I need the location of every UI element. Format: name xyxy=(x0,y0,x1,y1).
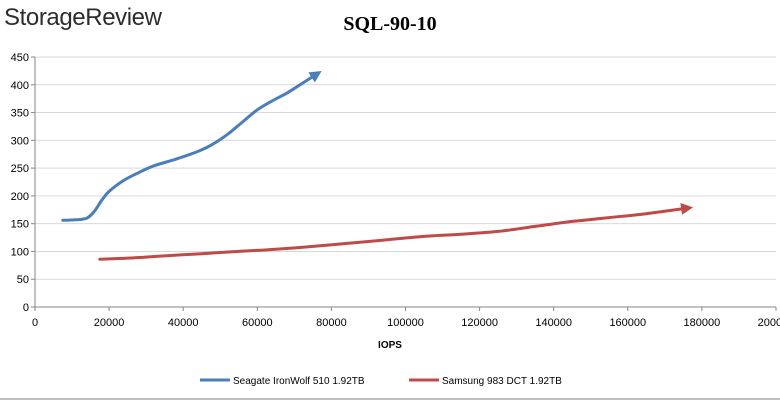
series-line-seagate-ironwolf xyxy=(61,70,322,222)
y-tick-label: 100 xyxy=(11,246,29,258)
y-tick-label: 50 xyxy=(17,274,29,286)
x-tick-label: 0 xyxy=(32,317,38,329)
x-tick-label: 140000 xyxy=(535,317,572,329)
x-tick-label: 80000 xyxy=(316,317,347,329)
storagereview-logo: StorageReview xyxy=(4,4,162,31)
y-tick-label: 150 xyxy=(11,219,29,231)
bottom-divider xyxy=(0,398,780,400)
y-tick-label: 450 xyxy=(11,52,29,64)
x-tick-label: 160000 xyxy=(609,317,646,329)
x-tick-label: 200000 xyxy=(758,317,780,329)
series-line-samsung-983-dct xyxy=(98,202,694,261)
legend-label: Samsung 983 DCT 1.92TB xyxy=(442,376,562,387)
y-tick-label: 300 xyxy=(11,135,29,147)
y-tick-label: 200 xyxy=(11,191,29,203)
y-tick-label: 0 xyxy=(23,302,29,314)
chart-title: SQL-90-10 xyxy=(343,13,437,35)
x-tick-label: 100000 xyxy=(387,317,424,329)
y-tick-label: 350 xyxy=(11,108,29,120)
x-tick-label: 180000 xyxy=(684,317,721,329)
y-tick-label: 400 xyxy=(11,80,29,92)
legend-label: Seagate IronWolf 510 1.92TB xyxy=(233,376,365,387)
x-axis-label: IOPS xyxy=(378,340,402,351)
x-tick-label: 120000 xyxy=(461,317,498,329)
x-tick-label: 40000 xyxy=(168,317,199,329)
x-tick-label: 60000 xyxy=(242,317,273,329)
x-tick-label: 20000 xyxy=(94,317,125,329)
y-tick-label: 250 xyxy=(11,163,29,175)
